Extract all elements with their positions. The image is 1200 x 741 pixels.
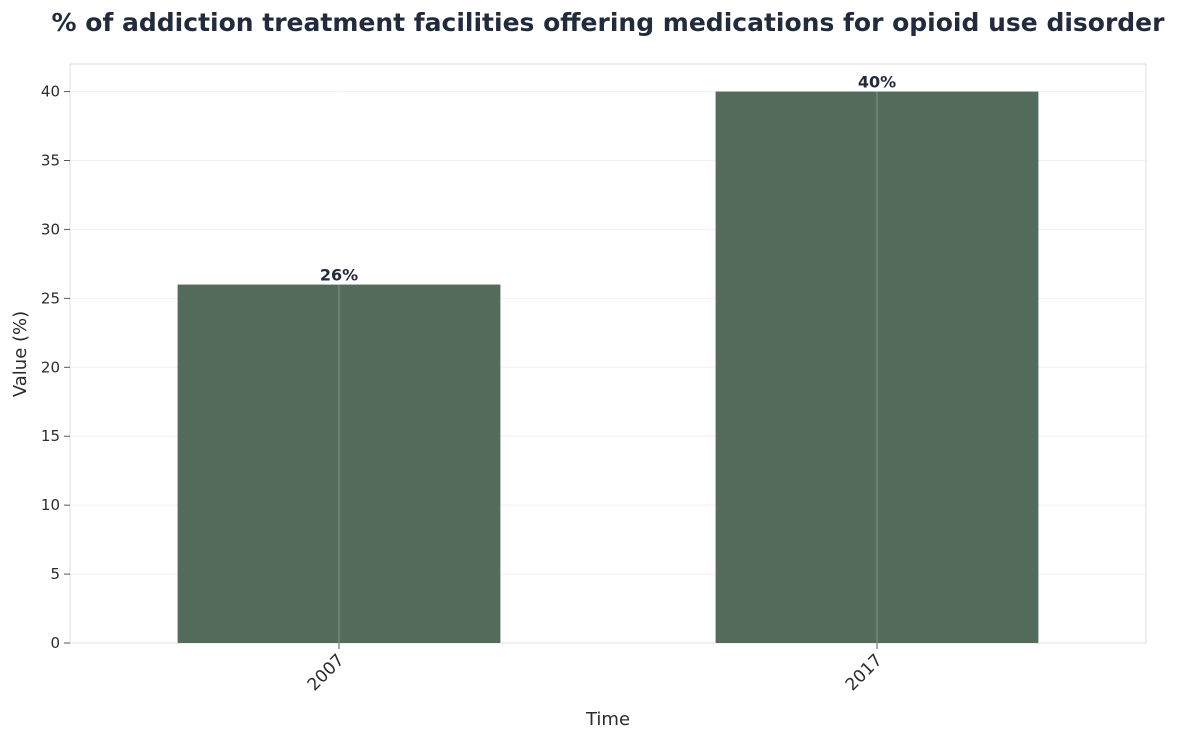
y-tick-label: 0 <box>50 634 60 652</box>
data-label: 40% <box>858 73 896 92</box>
x-axis-label: Time <box>585 709 630 730</box>
y-tick-label: 30 <box>41 220 60 238</box>
y-axis-label: Value (%) <box>10 311 31 397</box>
x-axis-ticks: 2007 2017 <box>304 643 887 695</box>
vertical-grid-lines <box>338 64 878 643</box>
y-axis-ticks: 0 5 10 15 20 25 30 35 40 <box>41 83 70 652</box>
y-tick-label: 10 <box>41 496 60 514</box>
data-label: 26% <box>320 266 358 285</box>
bar-2007 <box>177 284 501 643</box>
data-labels: 26% 40% <box>320 73 896 285</box>
y-tick-label: 40 <box>41 83 60 101</box>
y-tick-label: 20 <box>41 358 60 376</box>
y-tick-label: 15 <box>41 427 60 445</box>
bars <box>177 91 1039 644</box>
chart-title: % of addiction treatment facilities offe… <box>52 8 1166 37</box>
bar-2017 <box>715 91 1039 644</box>
y-tick-label: 35 <box>41 152 60 170</box>
x-tick-label: 2007 <box>304 650 349 695</box>
y-tick-label: 25 <box>41 289 60 307</box>
y-tick-label: 5 <box>50 565 60 583</box>
x-tick-label: 2017 <box>842 650 887 695</box>
